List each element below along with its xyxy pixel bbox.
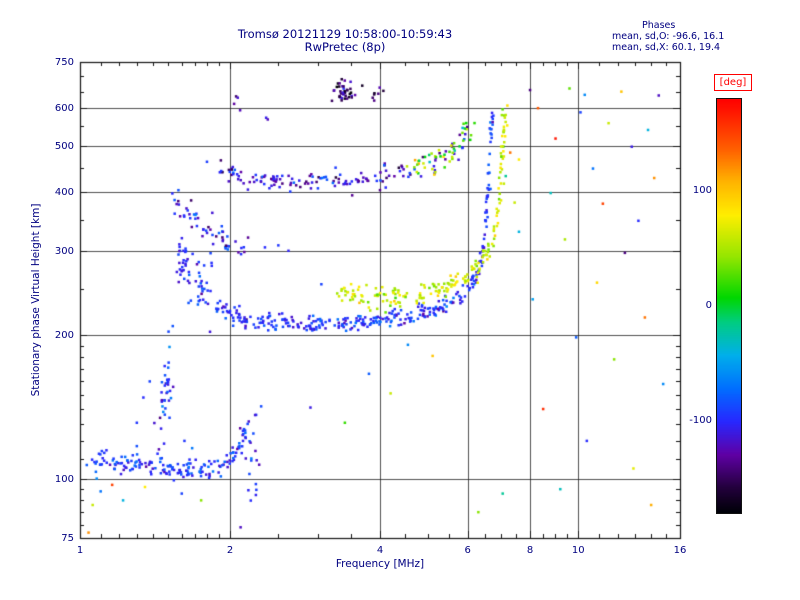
y-tick-label: 600: [54, 103, 74, 115]
plot-subtitle: RwPretec (8p): [304, 40, 386, 54]
x-axis-label: Frequency [MHz]: [335, 558, 425, 570]
y-tick-label: 100: [54, 473, 74, 485]
y-axis-label: Stationary phase Virtual Height [km]: [30, 203, 42, 397]
phase-stats-o-mode: mean, sd,O: -96.6, 16.1: [612, 31, 725, 42]
phase-stats-header: Phases: [642, 20, 676, 31]
x-tick-label: 16: [673, 545, 687, 556]
y-tick-label: 75: [61, 533, 74, 544]
plot-title: Tromsø 20121129 10:58:00-10:59:43: [237, 27, 453, 41]
x-tick-label: 1: [76, 545, 84, 556]
colorbar-tick-label: 100: [692, 185, 712, 196]
x-tick-label: 2: [226, 545, 234, 556]
phase-stats: Phases mean, sd,O: -96.6, 16.1 mean, sd,…: [612, 20, 797, 53]
x-tick-label: 8: [526, 545, 534, 556]
colorbar-tick-label: -100: [689, 415, 712, 426]
y-tick-label: 750: [54, 57, 74, 68]
y-tick-label: 200: [54, 330, 74, 342]
colorbar-unit-label: [deg]: [714, 74, 752, 91]
x-tick-label: 4: [376, 545, 384, 556]
y-tick-label: 300: [54, 246, 74, 258]
colorbar-tick-label: 0: [705, 300, 712, 311]
x-tick-label: 10: [571, 545, 585, 556]
phase-stats-x-mode: mean, sd,X: 60.1, 19.4: [612, 42, 721, 53]
x-tick-label: 6: [464, 545, 471, 556]
y-tick-label: 400: [54, 186, 74, 198]
colorbar-gradient: [716, 98, 742, 514]
y-tick-label: 500: [54, 140, 74, 152]
